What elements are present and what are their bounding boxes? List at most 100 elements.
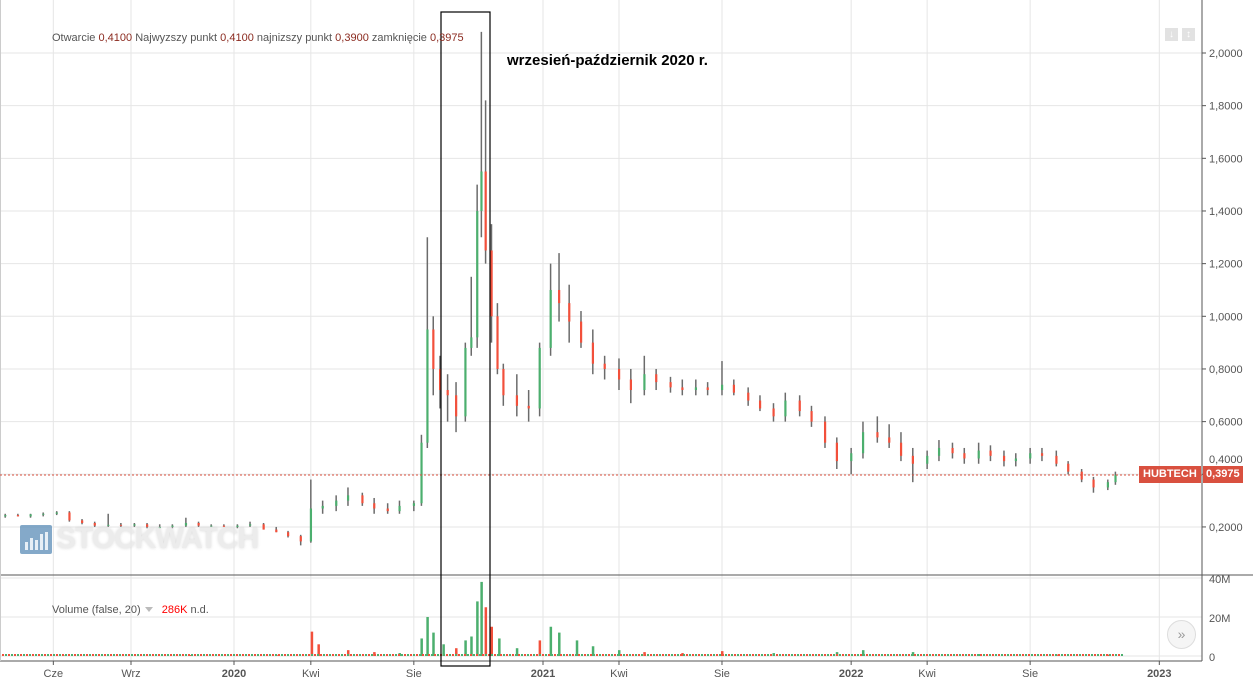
volume-bar	[332, 654, 334, 656]
volume-bar	[449, 654, 451, 656]
candle	[321, 500, 324, 514]
candle-body	[732, 384, 736, 393]
candle-body	[455, 395, 458, 417]
candle	[55, 511, 58, 516]
volume-bar	[1103, 654, 1105, 656]
volume-bar	[89, 654, 91, 656]
volume-bar	[278, 654, 280, 656]
volume-bar	[413, 654, 415, 656]
volume-bar	[470, 654, 472, 656]
volume-bar	[146, 654, 148, 656]
volume-bar	[314, 654, 316, 656]
volume-bar	[689, 654, 691, 656]
volume-bar	[2, 654, 4, 656]
candle-body	[1014, 458, 1017, 462]
volume-bar	[734, 654, 736, 656]
volume-bar	[521, 654, 523, 656]
volume-bar	[317, 654, 319, 656]
volume-bar	[1037, 654, 1039, 656]
volume-bar	[320, 654, 322, 656]
close-label: zamknięcie	[371, 32, 427, 44]
volume-bar	[557, 654, 559, 656]
candle	[861, 421, 865, 459]
volume-bar	[95, 654, 97, 656]
candle	[398, 500, 401, 514]
volume-bar	[731, 654, 733, 656]
volume-bar	[218, 654, 220, 656]
volume-bar	[374, 654, 376, 656]
candle-body	[480, 171, 483, 211]
time-tick-label: 2021	[531, 668, 555, 680]
volume-bar	[188, 654, 190, 656]
volume-bar	[767, 654, 769, 656]
candle-body	[439, 368, 442, 391]
candle	[937, 440, 941, 462]
volume-bar	[932, 654, 934, 656]
volume-bar	[551, 654, 553, 656]
volume-bar	[310, 631, 314, 656]
candle-body	[720, 384, 724, 391]
volume-bar	[29, 654, 31, 656]
candle-body	[643, 374, 646, 391]
volume-bar	[128, 654, 130, 656]
volume-bar	[806, 654, 808, 656]
candle	[412, 500, 416, 512]
volume-bar	[119, 654, 121, 656]
scroll-to-end-button[interactable]: »	[1167, 620, 1196, 649]
last-price-label: 0,3975	[1203, 466, 1243, 483]
volume-bar	[896, 654, 898, 656]
candle-body	[1080, 471, 1083, 480]
volume-bar	[569, 654, 571, 656]
caret-down-icon[interactable]	[144, 607, 153, 612]
volume-bar	[420, 638, 423, 656]
price-tick-label: 0,4000	[1209, 454, 1243, 466]
volume-bar	[617, 654, 619, 656]
candle-body	[937, 447, 941, 456]
arrow-down-icon[interactable]: ↓	[1165, 28, 1178, 41]
volume-bar	[239, 654, 241, 656]
candle-body	[420, 442, 423, 504]
candle	[1040, 447, 1044, 462]
candle-body	[335, 500, 338, 506]
candle	[558, 253, 561, 322]
candle-body	[669, 382, 672, 388]
volume-bar	[686, 654, 688, 656]
close-value: 0,3975	[429, 32, 464, 44]
volume-bar	[920, 654, 922, 656]
volume-bar	[1004, 654, 1006, 656]
volume-bar	[305, 654, 307, 656]
candle	[1067, 461, 1070, 475]
volume-bar	[80, 654, 82, 656]
volume-bar	[248, 654, 250, 656]
arrow-updown-icon[interactable]: ↕	[1182, 28, 1195, 41]
volume-bar	[680, 654, 682, 656]
volume-bar	[861, 650, 865, 656]
volume-bar	[410, 654, 412, 656]
candle-body	[579, 321, 583, 343]
candle	[446, 374, 449, 422]
volume-bar	[758, 654, 760, 656]
volume-bar	[494, 654, 496, 656]
volume-bar	[872, 654, 874, 656]
volume-bar	[254, 654, 256, 656]
candle	[171, 524, 174, 529]
candle	[527, 390, 530, 422]
volume-tick-label: 40M	[1209, 574, 1230, 586]
candle	[16, 513, 20, 517]
volume-bar	[593, 654, 595, 656]
volume-bar	[206, 654, 208, 656]
candle-body	[1106, 482, 1110, 488]
volume-bar	[713, 654, 715, 656]
volume-bar	[1085, 654, 1087, 656]
candle	[899, 432, 903, 462]
time-tick-label: Kwi	[610, 668, 628, 680]
volume-bar	[662, 654, 664, 656]
volume-bar	[530, 654, 532, 656]
candle	[758, 395, 762, 412]
candle-body	[1002, 455, 1006, 462]
candle-body	[1029, 453, 1032, 459]
volume-bar	[536, 654, 538, 656]
volume-bar	[575, 640, 579, 656]
volume-bar	[1094, 654, 1096, 656]
